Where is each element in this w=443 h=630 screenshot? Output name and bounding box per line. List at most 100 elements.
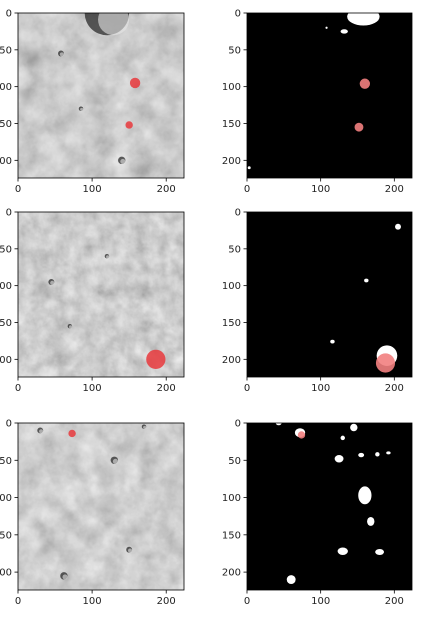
panel-2-1: 0 100 200 0 50 100 150 200 [222,419,413,607]
crater-rim [39,429,44,434]
x-tick-label: 200 [157,383,176,394]
crater-rim [143,425,147,429]
mask-blob [358,452,365,458]
axes-frame [17,211,185,378]
panel-1-0: 0 100 200 0 50 100 150 200 [0,208,185,394]
x-tick-label: 0 [244,184,250,195]
terrain-texture [18,212,184,377]
axes-frame [246,422,413,591]
mask-blob [247,166,251,170]
x-tick-label: 200 [157,596,176,607]
y-tick-label: 50 [0,244,12,255]
axes-frame [246,12,413,179]
mask-overlay [297,431,306,439]
x-tick-label: 0 [15,383,21,394]
mask-blob [347,13,380,26]
axes-frame [17,422,185,591]
crater-rim [106,255,110,259]
mask-blob [340,29,348,34]
x-tick-label: 100 [311,596,330,607]
axes-frame [17,12,185,179]
x-tick-label: 100 [83,184,102,195]
x-tick-label: 0 [244,596,250,607]
crater-overlay [68,429,76,438]
crater-rim [50,280,55,285]
y-tick-label: 50 [228,45,241,56]
mask-blob [358,486,372,505]
mask-blob [375,548,385,555]
crater-rim [127,548,133,553]
mask-overlay [354,122,364,132]
mask-blob [330,339,335,344]
y-tick-label: 50 [0,45,12,56]
mask-blob [334,455,344,463]
y-tick-label: 100 [0,281,12,292]
x-tick-label: 100 [83,596,102,607]
y-tick-label: 100 [0,82,12,93]
crater-rim [112,458,119,464]
mask-overlay [375,353,396,373]
crater-overlay [146,349,166,369]
y-tick-label: 50 [228,244,241,255]
mask-image [247,423,412,590]
panel-0-1: 0 100 200 0 50 100 150 200 [222,9,413,195]
mask-blob [386,451,391,455]
y-tick-label: 100 [222,281,241,292]
y-tick-label: 50 [0,456,12,467]
y-tick-label: 200 [222,568,241,579]
crater-rim [59,52,64,57]
y-tick-label: 200 [222,355,241,366]
y-tick-label: 200 [0,355,12,366]
y-tick-label: 150 [222,318,241,329]
crater-rim [68,325,73,329]
axes-frame [246,211,413,378]
mask-blob [364,278,369,283]
y-tick-label: 150 [222,530,241,541]
mask-blob [337,547,348,555]
x-tick-label: 200 [385,184,404,195]
crater-overlay [125,121,133,129]
y-tick-label: 200 [0,568,12,579]
crater-rim [62,574,68,580]
y-tick-label: 0 [235,9,241,20]
mask-overlay [359,78,371,89]
mask-blob [340,435,345,441]
x-tick-label: 0 [15,184,21,195]
x-tick-label: 200 [385,596,404,607]
x-tick-label: 0 [15,596,21,607]
x-tick-label: 100 [83,383,102,394]
panel-2-0: 0 100 200 0 50 100 150 200 [0,419,185,607]
x-tick-label: 200 [157,184,176,195]
mask-blob [367,516,375,526]
mask-blob [325,26,328,29]
x-tick-label: 100 [311,184,330,195]
y-tick-label: 150 [0,530,12,541]
mask-blob [350,423,358,432]
y-tick-label: 200 [0,156,12,167]
x-tick-label: 200 [385,383,404,394]
y-tick-label: 150 [222,119,241,130]
terrain-texture [18,423,184,590]
y-tick-label: 100 [222,493,241,504]
y-tick-label: 200 [222,156,241,167]
y-tick-label: 100 [0,493,12,504]
mask-blob [275,423,282,426]
terrain-texture [18,13,184,178]
crater-rim [98,13,130,36]
y-tick-label: 0 [235,419,241,430]
panel-0-0: 0 100 200 0 50 100 150 200 [0,9,185,195]
mask-blob [375,452,380,457]
y-tick-label: 100 [222,82,241,93]
crater-rim [80,107,84,111]
y-tick-label: 0 [235,208,241,219]
panel-1-1: 0 100 200 0 50 100 150 200 [222,208,413,394]
y-tick-label: 150 [0,318,12,329]
y-tick-label: 150 [0,119,12,130]
mask-blob [395,223,401,230]
y-tick-label: 0 [6,208,12,219]
mask-blob [286,575,296,585]
y-tick-label: 50 [228,456,241,467]
crater-overlay [129,77,141,89]
y-tick-label: 0 [6,419,12,430]
